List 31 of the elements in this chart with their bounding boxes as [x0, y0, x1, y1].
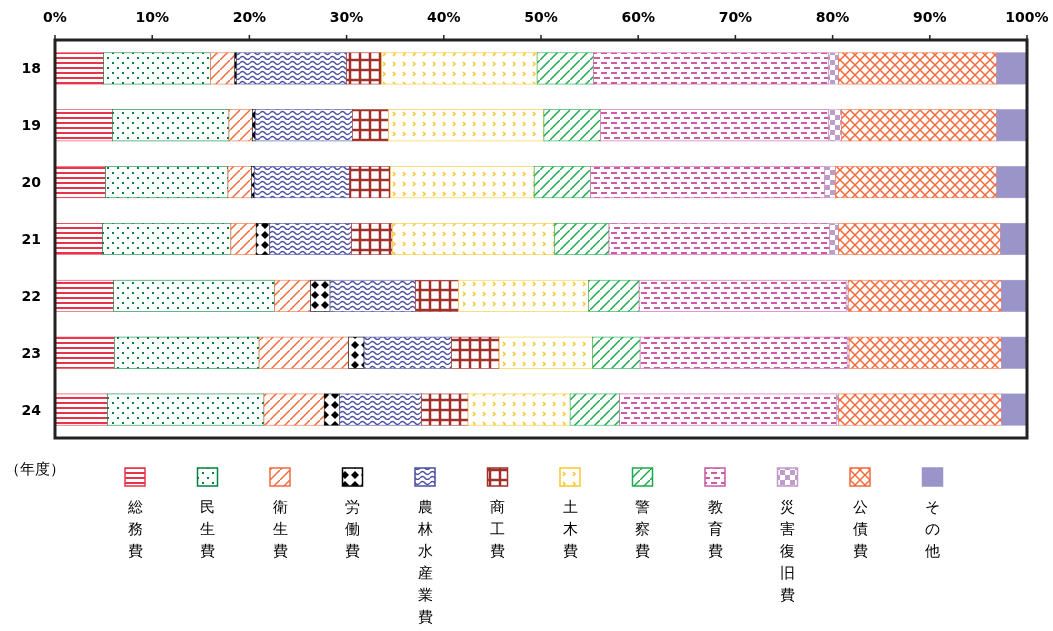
legend-label: 民生費: [200, 498, 215, 560]
legend-label: 教育費: [707, 498, 723, 560]
legend-label: 農林水産業費: [416, 498, 433, 626]
y-tick-label: 19: [21, 117, 41, 134]
y-tick-label: 21: [21, 231, 41, 247]
x-tick-label: 10%: [135, 9, 169, 25]
x-tick-label: 50%: [524, 9, 558, 25]
legend-label: 公債費: [852, 498, 868, 560]
y-tick-label: 24: [21, 401, 42, 418]
y-tick-label: 20: [21, 174, 42, 191]
y-axis-title: （年度）: [5, 460, 65, 478]
x-tick-label: 30%: [329, 9, 364, 25]
legend-label: その他: [925, 498, 940, 560]
x-tick-label: 60%: [621, 9, 655, 25]
legend-label: 総務費: [126, 498, 143, 560]
legend-label: 労働費: [345, 498, 360, 560]
legend-label: 商工費: [490, 498, 505, 560]
y-tick-label: 22: [21, 287, 41, 304]
y-tick-label: 23: [21, 344, 41, 361]
legend-label: 警察費: [635, 498, 650, 560]
legend-label: 土木費: [562, 498, 578, 560]
legend-label: 衛生費: [272, 498, 288, 560]
x-tick-label: 100%: [1005, 9, 1049, 25]
x-tick-label: 90%: [913, 9, 947, 25]
x-tick-label: 40%: [427, 9, 461, 25]
x-tick-label: 20%: [232, 9, 267, 25]
y-tick-label: 18: [21, 60, 41, 77]
legend-label: 災害復旧費: [780, 498, 795, 604]
x-tick-label: 70%: [718, 9, 753, 25]
x-tick-label: 0%: [43, 9, 67, 25]
x-tick-label: 80%: [815, 9, 850, 25]
